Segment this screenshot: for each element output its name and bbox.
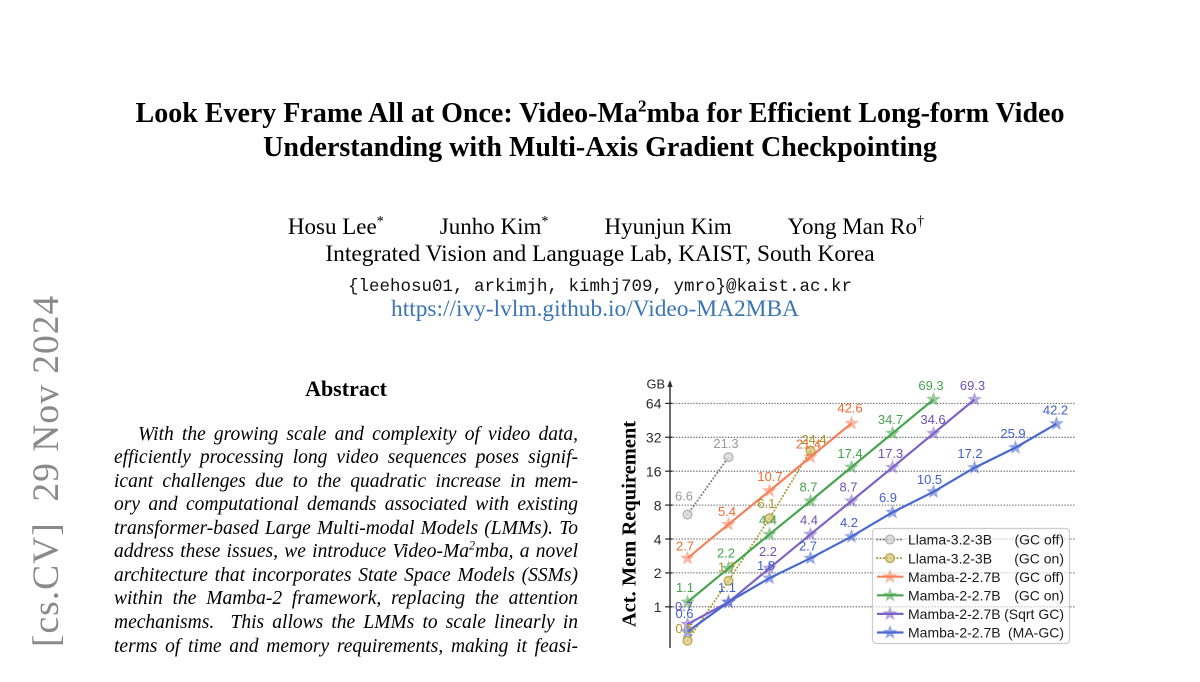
svg-text:Mamba-2-2.7B: Mamba-2-2.7B bbox=[908, 569, 1001, 585]
svg-text:6.1: 6.1 bbox=[757, 496, 775, 511]
svg-text:1.7: 1.7 bbox=[718, 560, 736, 575]
svg-text:17.2: 17.2 bbox=[957, 446, 982, 461]
svg-text:42.2: 42.2 bbox=[1043, 403, 1068, 418]
svg-text:2.2: 2.2 bbox=[759, 544, 777, 559]
svg-text:4.4: 4.4 bbox=[759, 513, 777, 528]
svg-text:2.7: 2.7 bbox=[799, 539, 817, 554]
svg-text:2.7: 2.7 bbox=[676, 539, 694, 554]
svg-text:5.4: 5.4 bbox=[718, 504, 736, 519]
svg-text:Mamba-2-2.7B: Mamba-2-2.7B bbox=[908, 606, 1001, 622]
svg-text:(GC off): (GC off) bbox=[1014, 532, 1064, 548]
svg-text:8.7: 8.7 bbox=[799, 480, 817, 495]
svg-text:34.6: 34.6 bbox=[920, 412, 945, 427]
svg-text:21.3: 21.3 bbox=[713, 436, 738, 451]
svg-text:21.4: 21.4 bbox=[796, 437, 821, 452]
svg-text:25.9: 25.9 bbox=[1000, 426, 1025, 441]
svg-text:64: 64 bbox=[646, 396, 662, 412]
svg-text:2.2: 2.2 bbox=[717, 546, 735, 561]
svg-text:1: 1 bbox=[654, 599, 662, 615]
svg-text:69.3: 69.3 bbox=[960, 378, 985, 393]
svg-text:16: 16 bbox=[646, 464, 662, 480]
svg-text:Mamba-2-2.7B: Mamba-2-2.7B bbox=[908, 625, 1001, 641]
svg-text:(GC on): (GC on) bbox=[1014, 588, 1064, 604]
svg-text:8.7: 8.7 bbox=[839, 480, 857, 495]
svg-text:6.6: 6.6 bbox=[675, 489, 693, 504]
svg-text:32: 32 bbox=[646, 430, 662, 446]
svg-text:4.2: 4.2 bbox=[840, 515, 858, 530]
svg-text:1.1: 1.1 bbox=[718, 580, 736, 595]
svg-text:0.7: 0.7 bbox=[675, 599, 693, 614]
svg-text:42.6: 42.6 bbox=[837, 401, 862, 416]
svg-text:2: 2 bbox=[654, 565, 662, 581]
svg-text:1.1: 1.1 bbox=[676, 580, 694, 595]
svg-text:(MA-GC): (MA-GC) bbox=[1008, 625, 1064, 641]
svg-text:4.4: 4.4 bbox=[800, 513, 818, 528]
svg-text:17.4: 17.4 bbox=[837, 446, 862, 461]
svg-text:4: 4 bbox=[654, 531, 662, 547]
svg-text:(GC off): (GC off) bbox=[1014, 569, 1064, 585]
svg-text:6.9: 6.9 bbox=[879, 490, 897, 505]
svg-text:0.6: 0.6 bbox=[675, 606, 693, 621]
svg-text:24.4: 24.4 bbox=[801, 432, 826, 447]
svg-text:(Sqrt GC): (Sqrt GC) bbox=[1004, 606, 1064, 622]
svg-text:GB: GB bbox=[647, 377, 666, 392]
svg-text:10.5: 10.5 bbox=[917, 472, 942, 487]
svg-text:Llama-3.2-3B: Llama-3.2-3B bbox=[908, 550, 992, 566]
svg-text:17.3: 17.3 bbox=[878, 446, 903, 461]
svg-text:Mamba-2-2.7B: Mamba-2-2.7B bbox=[908, 588, 1001, 604]
svg-text:10.7: 10.7 bbox=[757, 469, 782, 484]
svg-text:34.7: 34.7 bbox=[878, 412, 903, 427]
svg-text:8: 8 bbox=[654, 497, 662, 513]
svg-text:0.5: 0.5 bbox=[675, 621, 693, 636]
svg-text:(GC on): (GC on) bbox=[1014, 550, 1064, 566]
svg-text:1.8: 1.8 bbox=[757, 558, 775, 573]
svg-text:69.3: 69.3 bbox=[918, 378, 943, 393]
svg-text:Llama-3.2-3B: Llama-3.2-3B bbox=[908, 532, 992, 548]
